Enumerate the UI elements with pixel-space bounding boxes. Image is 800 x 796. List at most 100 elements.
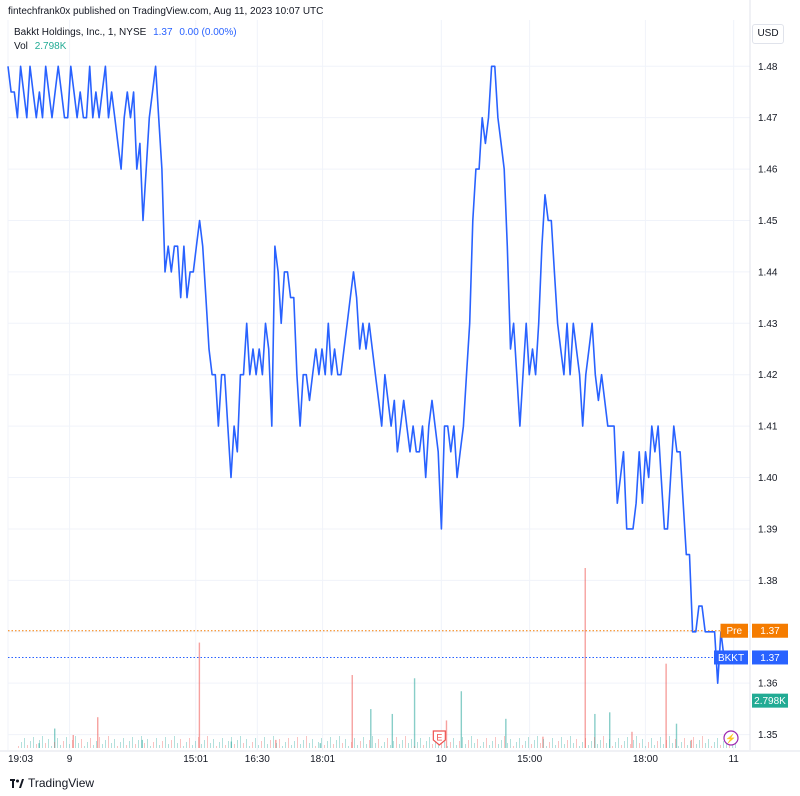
volume-bar	[345, 739, 346, 748]
tag-label: Pre	[726, 626, 742, 637]
volume-bar	[96, 741, 97, 748]
symbol-name: Bakkt Holdings, Inc., 1, NYSE	[14, 27, 147, 38]
volume-bar	[108, 736, 109, 748]
volume-bar	[381, 746, 382, 748]
volume-bar	[138, 740, 139, 748]
volume-bar	[273, 736, 274, 748]
volume-bar	[486, 738, 487, 748]
volume-bar	[549, 742, 550, 748]
volume-bar	[413, 678, 416, 748]
volume-bar	[585, 738, 586, 748]
volume-bar	[93, 745, 94, 748]
volume-bar	[192, 745, 193, 748]
volume-bar	[339, 736, 340, 748]
volume-bar	[606, 743, 607, 748]
volume-bar	[693, 737, 694, 748]
volume-bar	[444, 739, 445, 748]
price-tick-label: 1.41	[758, 422, 778, 433]
volume-bar	[216, 746, 217, 748]
volume-bar	[687, 745, 688, 748]
last-price: 1.37	[153, 27, 173, 38]
volume-bar	[411, 739, 412, 748]
volume-bar	[183, 746, 184, 748]
volume-bar	[660, 737, 661, 748]
volume-bar	[576, 739, 577, 748]
volume-bar	[141, 736, 142, 748]
volume-bar	[378, 739, 379, 748]
time-tick-label: 18:01	[310, 754, 335, 765]
volume-bar	[690, 741, 691, 748]
volume-bar	[276, 743, 277, 748]
volume-bar	[720, 745, 721, 748]
published-by: fintechfrank0x published on TradingView.…	[8, 6, 324, 17]
volume-bar	[288, 738, 289, 748]
volume-bar	[351, 675, 353, 748]
chart-grid	[7, 0, 751, 750]
volume-bar	[717, 738, 718, 748]
volume-bar	[588, 745, 589, 748]
volume-bar	[405, 736, 406, 748]
volume-bar	[483, 742, 484, 748]
volume-bar	[222, 738, 223, 748]
volume-bar	[54, 742, 55, 748]
price-tick-label: 1.43	[758, 319, 778, 330]
volume-bar	[460, 691, 463, 748]
volume-bar	[204, 740, 205, 748]
time-tick-label: 11	[728, 754, 739, 765]
volume-bar	[249, 746, 250, 748]
volume-bar	[230, 741, 232, 748]
volume-bar	[370, 709, 372, 748]
volume-bar	[282, 746, 283, 748]
tradingview-logo-icon	[10, 778, 24, 788]
volume-bar	[57, 738, 58, 748]
volume-bar	[387, 738, 388, 748]
tag-badge-0	[720, 623, 748, 638]
price-axis[interactable]: 1.35 1.36 1.37 1.38 1.39 1.40 1.41 1.42 1.43 1.44…	[758, 62, 778, 741]
volume-bar	[420, 738, 421, 748]
volume-bar	[417, 742, 418, 748]
volume-bar	[699, 740, 700, 748]
volume-bar	[441, 743, 442, 748]
volume-bar	[126, 745, 127, 748]
price-tick-label: 1.46	[758, 165, 778, 176]
time-axis[interactable]: 19:03 9 15:01 16:30 18:01 10 15:00 18:00 11	[0, 750, 800, 765]
tradingview-footer[interactable]: TradingView	[10, 776, 94, 790]
volume-bar	[642, 739, 643, 748]
volume-bar	[546, 746, 547, 748]
price-tick-label: 1.39	[758, 524, 778, 535]
time-tick-label: 16:30	[245, 754, 270, 765]
volume-bar	[666, 740, 667, 748]
volume-bar	[300, 744, 301, 748]
volume-bar	[552, 738, 553, 748]
volume-bar	[141, 739, 143, 748]
volume-bar	[267, 744, 268, 748]
volume-bar	[414, 746, 415, 748]
volume-bar	[27, 745, 28, 748]
volume-bar	[594, 713, 596, 748]
volume-bar	[111, 743, 112, 748]
volume-bar	[633, 740, 634, 748]
volume-bar	[177, 743, 178, 748]
volume-bar	[219, 742, 220, 748]
volume-bar	[675, 723, 678, 748]
tag-value-box	[752, 693, 788, 708]
volume-bar	[66, 737, 67, 748]
volume-bar	[609, 712, 611, 748]
volume-bar	[618, 738, 619, 748]
volume-bar	[261, 741, 262, 748]
volume-bar	[294, 741, 295, 748]
dividend-marker-icon[interactable]	[723, 730, 739, 746]
volume-bar	[309, 743, 310, 748]
currency-button[interactable]: USD	[752, 24, 784, 44]
event-markers[interactable]: E ⚡	[432, 730, 739, 746]
volume-bar	[540, 743, 541, 748]
time-tick-label: 15:00	[517, 754, 542, 765]
earnings-marker-icon[interactable]	[432, 730, 446, 746]
volume-bar	[357, 745, 358, 748]
volume-bar	[102, 744, 103, 748]
volume-bar	[648, 742, 649, 748]
volume-bar	[681, 742, 682, 748]
volume-bar	[597, 744, 598, 748]
volume-bar	[189, 738, 190, 748]
